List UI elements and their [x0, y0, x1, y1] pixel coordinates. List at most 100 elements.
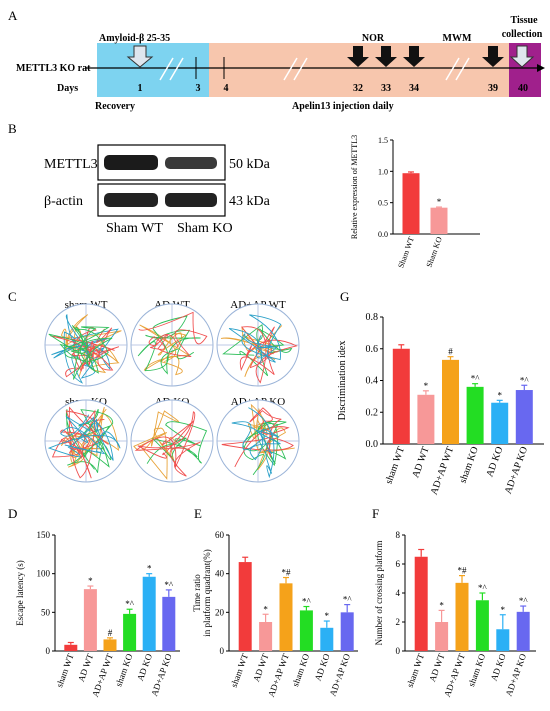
nor-label: NOR: [362, 33, 385, 44]
western-blot: METTL3 β-actin 50 kDa 43 kDa Sham WT Sha…: [44, 144, 271, 236]
swim-path: [48, 325, 113, 380]
y-tick-label: 1.5: [378, 136, 388, 145]
swim-path: [133, 410, 180, 480]
day-label-34: 34: [409, 83, 419, 94]
bar-ad-ap-wt: [455, 582, 469, 651]
category-label-sham-ko: sham KO: [113, 652, 134, 688]
bar-sham-ko: [466, 386, 484, 444]
swim-path: [50, 326, 120, 378]
mwm-arrow-icon: [482, 46, 504, 67]
significance-marker: *^: [471, 374, 481, 384]
y-tick-label: 8: [396, 530, 401, 540]
category-label-sham-wt: sham WT: [229, 652, 251, 689]
y-tick-label: 0: [46, 646, 51, 656]
category-label-ad-wt: AD WT: [251, 652, 271, 683]
significance-marker: *: [88, 576, 93, 586]
y-tick-label: 60: [215, 530, 225, 540]
significance-marker: *^: [164, 580, 174, 590]
category-label-sham-ko: sham KO: [466, 652, 487, 688]
day-label-33: 33: [381, 83, 391, 94]
chart-b-mettl3-expression: 0.0 0.5 1.0 1.5 Relative expression of METTL…: [350, 135, 480, 269]
day-label-1: 1: [138, 83, 143, 94]
day-label-4: 4: [224, 83, 229, 94]
y-tick-label: 0.5: [378, 199, 388, 208]
bar-sham-wt: [392, 348, 410, 444]
y-tick-label: 40: [215, 569, 225, 579]
y-tick-label: 6: [396, 559, 401, 569]
category-label-ad-ko: AD KO: [484, 445, 505, 478]
category-label-ad-wt: AD WT: [410, 445, 431, 479]
category-label-sham-wt: sham WT: [54, 652, 76, 689]
y-axis-label: Number of crossing platform: [374, 541, 384, 646]
tissue-label-line2: collection: [502, 29, 543, 40]
bar-sham-wt: [238, 562, 252, 651]
y-tick-label: 0.4: [366, 376, 379, 387]
panel-label-a: A: [8, 8, 18, 23]
y-tick-label: 0.2: [366, 407, 379, 418]
day-label-40: 40: [518, 83, 528, 94]
significance-marker: *: [147, 564, 152, 574]
bar-ad-ap-ko: [162, 596, 176, 651]
significance-marker: *#: [282, 568, 292, 578]
days-label: Days: [57, 83, 78, 94]
blot-size-actin: 43 kDa: [229, 194, 271, 209]
panel-label-b: B: [8, 121, 17, 136]
band-mettl3-ko: [165, 157, 217, 169]
category-label-ad-ko: AD KO: [313, 652, 332, 682]
bar-ad-ap-ko: [516, 611, 530, 651]
category-label-sham-wt: sham WT: [383, 445, 407, 485]
chart-g-discrimination-index: 0.0 0.2 0.4 0.6 0.8 Discrimination idex sham W…: [337, 312, 544, 496]
significance-marker: *: [439, 600, 444, 610]
category-label-ad-ap-wt: AD+AP WT: [266, 652, 291, 698]
y-tick-label: 0.8: [366, 312, 379, 323]
bar-sham-wt: [402, 173, 420, 234]
y-tick-label: 0.6: [366, 344, 379, 355]
swim-path: [239, 326, 298, 384]
category-label-ad-ap-wt: AD+AP WT: [442, 652, 467, 698]
bar-ad-ap-ko: [515, 390, 533, 444]
day-label-39: 39: [488, 83, 498, 94]
bar-ad-ko: [142, 576, 156, 651]
significance-marker: *^: [520, 375, 530, 385]
panel-label-e: E: [194, 506, 202, 521]
blot-lane-sham-wt: Sham WT: [106, 221, 163, 236]
band-actin-ko: [165, 193, 217, 207]
day-label-3: 3: [196, 83, 201, 94]
tissue-arrow-icon: [509, 45, 535, 68]
mwm-label: MWM: [443, 33, 472, 44]
bar-ad-ap-wt: [442, 359, 459, 444]
bar-sham-ko: [299, 610, 313, 651]
chart-e-time-ratio: 0 20 40 60 Time ratio in platform quadrant(%)…: [192, 530, 358, 698]
bar-ad-wt: [435, 622, 449, 651]
swim-path: [139, 324, 191, 376]
bar-sham-ko: [430, 207, 448, 234]
y-tick-label: 1.0: [378, 167, 388, 176]
significance-marker: *: [501, 605, 506, 615]
blot-protein-mettl3: METTL3: [44, 157, 98, 172]
y-axis-label: in platform quadrant(%): [202, 549, 212, 636]
swim-path: [138, 311, 208, 358]
significance-marker: *#: [458, 566, 468, 576]
swim-path: [146, 421, 208, 464]
bar-ad-wt: [83, 589, 97, 651]
y-tick-label: 0: [396, 646, 401, 656]
category-label-ad-ap-ko: AD+AP KO: [503, 445, 530, 495]
significance-marker: *: [325, 611, 330, 621]
category-label-ad-ap-ko: AD+AP KO: [503, 652, 528, 698]
significance-marker: *: [424, 381, 429, 391]
amyloid-label: Amyloid-β 25-35: [99, 33, 170, 44]
y-tick-label: 0.0: [378, 230, 388, 239]
panel-label-f: F: [372, 506, 379, 521]
chart-f-crossing-platform: 0 2 4 6 8 Number of crossing platform sham WT *…: [374, 530, 536, 698]
swim-path: [47, 414, 121, 461]
y-tick-label: 20: [215, 607, 225, 617]
y-axis-label: Time ratio: [192, 574, 202, 612]
bar-ad-ap-wt: [103, 639, 117, 651]
panel-label-d: D: [8, 506, 17, 521]
y-tick-label: 50: [41, 607, 51, 617]
category-label-ad-ko: AD KO: [135, 652, 154, 682]
significance-marker: *^: [302, 597, 312, 607]
category-label-sham-wt: Sham WT: [396, 235, 416, 269]
band-actin-wt: [104, 193, 158, 207]
